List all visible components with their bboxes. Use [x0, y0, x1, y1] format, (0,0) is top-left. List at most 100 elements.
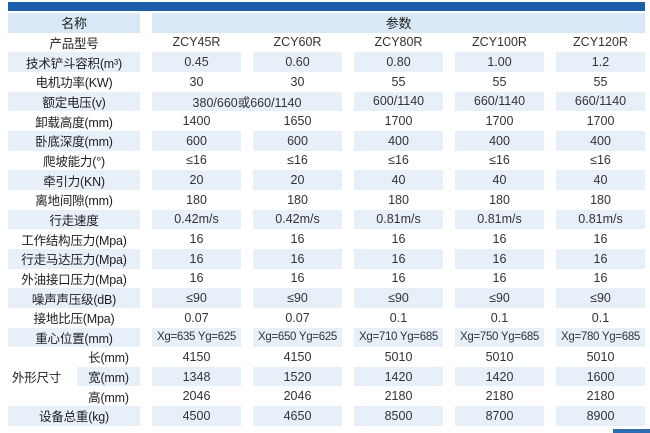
spec-value-cell: ≤16: [388, 153, 409, 168]
spec-value-cell: 4150: [283, 349, 312, 364]
spec-value-cell: 40: [354, 170, 443, 190]
row-label: 高(mm): [88, 390, 129, 405]
row-label: 重心位置(mm): [8, 327, 140, 348]
spec-value-cell: 1348: [152, 366, 241, 387]
spec-value-cell: 1420: [354, 366, 443, 387]
spec-value-cell: 1700: [586, 114, 615, 129]
spec-value-cell: ZCY60R: [273, 35, 322, 50]
header-params-cell: 参数: [152, 13, 645, 33]
spec-value-cell: 20: [253, 170, 342, 190]
spec-table: 名称 参数 产品型号 ZCY45R ZCY60R ZCY80R ZCY100R ZCY120R…: [8, 13, 645, 426]
row-label: 爬坡能力(°): [43, 154, 105, 169]
spec-value-cell: 400: [556, 130, 645, 151]
spec-value-cell: 0.07: [184, 310, 209, 325]
spec-value-cell: 16: [290, 232, 305, 247]
row-label: 外油接口压力(Mpa): [21, 272, 127, 287]
row-label: 噪声声压级(dB): [8, 288, 140, 308]
spec-value-cell: 5010: [384, 349, 413, 364]
spec-value-cell: Xg=750 Yg=685: [455, 327, 544, 348]
spec-value-cell: 600: [152, 130, 241, 151]
spec-value-cell: 600: [253, 130, 342, 151]
dimension-group-label: 外形尺寸: [11, 371, 62, 386]
spec-value-cell: 30: [290, 74, 305, 89]
spec-value-cell: 1600: [556, 366, 645, 387]
row-label: 宽(mm): [77, 366, 140, 387]
spec-value-cell: 2180: [384, 389, 413, 404]
row-label: 离地间隙(mm): [35, 194, 113, 209]
spec-value-cell: 8900: [556, 406, 645, 426]
spec-value-cell: 0.81m/s: [556, 209, 645, 230]
spec-value-cell: Xg=650 Yg=625: [253, 327, 342, 348]
row-label: 产品型号: [49, 36, 99, 51]
spec-value-cell: 400: [455, 130, 544, 151]
spec-value-cell: 600/1140: [354, 91, 443, 112]
spec-value-cell: 30: [189, 74, 204, 89]
spec-value-cell: 4150: [182, 349, 211, 364]
spec-value-cell: 2046: [182, 389, 211, 404]
spec-value-cell: 2180: [485, 389, 514, 404]
spec-value-cell: ZCY45R: [172, 35, 221, 50]
spec-value-cell: 0.45: [152, 52, 241, 72]
row-label: 设备总重(kg): [8, 406, 140, 426]
spec-value-cell: 0.80: [354, 52, 443, 72]
spec-value-cell: 16: [253, 248, 342, 269]
row-label: 接地比压(Mpa): [33, 312, 115, 327]
row-label: 工作结构压力(Mpa): [21, 233, 127, 248]
spec-value-cell: ZCY100R: [472, 35, 527, 50]
spec-value-cell: 1400: [182, 114, 211, 129]
spec-value-cell: 16: [391, 232, 406, 247]
spec-value-cell: 660/1140: [455, 91, 544, 112]
spec-value-cell: ≤16: [186, 153, 207, 168]
row-label: 技术铲斗容积(m³): [8, 52, 140, 72]
spec-value-cell: 8700: [455, 406, 544, 426]
spec-value-cell: 1420: [455, 366, 544, 387]
spec-value-cell: 40: [556, 170, 645, 190]
spec-value-cell: 16: [152, 248, 241, 269]
spec-value-cell: 5010: [586, 349, 615, 364]
spec-value-cell: ≤16: [489, 153, 510, 168]
spec-value-cell: 16: [556, 248, 645, 269]
row-label: 牵引力(KN): [8, 170, 140, 190]
row-label: 行走马达压力(Mpa): [8, 248, 140, 269]
spec-value-cell: 55: [492, 74, 507, 89]
spec-value-cell: 400: [354, 130, 443, 151]
row-label: 额定电压(v): [8, 91, 140, 112]
spec-value-cell: 16: [290, 271, 305, 286]
spec-value-cell: ≤16: [590, 153, 611, 168]
spec-value-cell: ≤90: [152, 288, 241, 308]
spec-value-cell: ≤16: [287, 153, 308, 168]
spec-value-cell: 0.07: [285, 310, 310, 325]
spec-value-cell: 16: [492, 271, 507, 286]
header-name-cell: 名称: [8, 13, 140, 33]
spec-value-cell: Xg=710 Yg=685: [354, 327, 443, 348]
spec-value-cell: ZCY120R: [573, 35, 628, 50]
spec-value-cell: 1700: [384, 114, 413, 129]
spec-value-cell: 0.60: [253, 52, 342, 72]
spec-value-cell: 0.42m/s: [253, 209, 342, 230]
spec-value-cell: 4500: [152, 406, 241, 426]
spec-value-cell: ≤90: [556, 288, 645, 308]
spec-value-cell: 180: [186, 192, 207, 207]
bottom-accent-bar: [613, 429, 650, 433]
spec-value-cell: 180: [590, 192, 611, 207]
spec-value-cell: 180: [489, 192, 510, 207]
row-label: 长(mm): [88, 351, 129, 366]
spec-value-cell: ≤90: [455, 288, 544, 308]
spec-value-cell: 0.81m/s: [455, 209, 544, 230]
spec-value-cell: 380/660或660/1140: [152, 91, 342, 112]
spec-value-cell: 5010: [485, 349, 514, 364]
spec-value-cell: 16: [391, 271, 406, 286]
top-accent-bar: [8, 2, 645, 11]
spec-value-cell: 0.81m/s: [354, 209, 443, 230]
spec-value-cell: 0.1: [490, 310, 509, 325]
spec-value-cell: 660/1140: [556, 91, 645, 112]
spec-value-cell: 0.42m/s: [152, 209, 241, 230]
spec-value-cell: 0.1: [591, 310, 610, 325]
spec-value-cell: ≤90: [354, 288, 443, 308]
spec-value-cell: 180: [287, 192, 308, 207]
spec-value-cell: 1.2: [556, 52, 645, 72]
spec-value-cell: ≤90: [253, 288, 342, 308]
spec-value-cell: 2180: [586, 389, 615, 404]
row-label: 卸载高度(mm): [35, 115, 113, 130]
